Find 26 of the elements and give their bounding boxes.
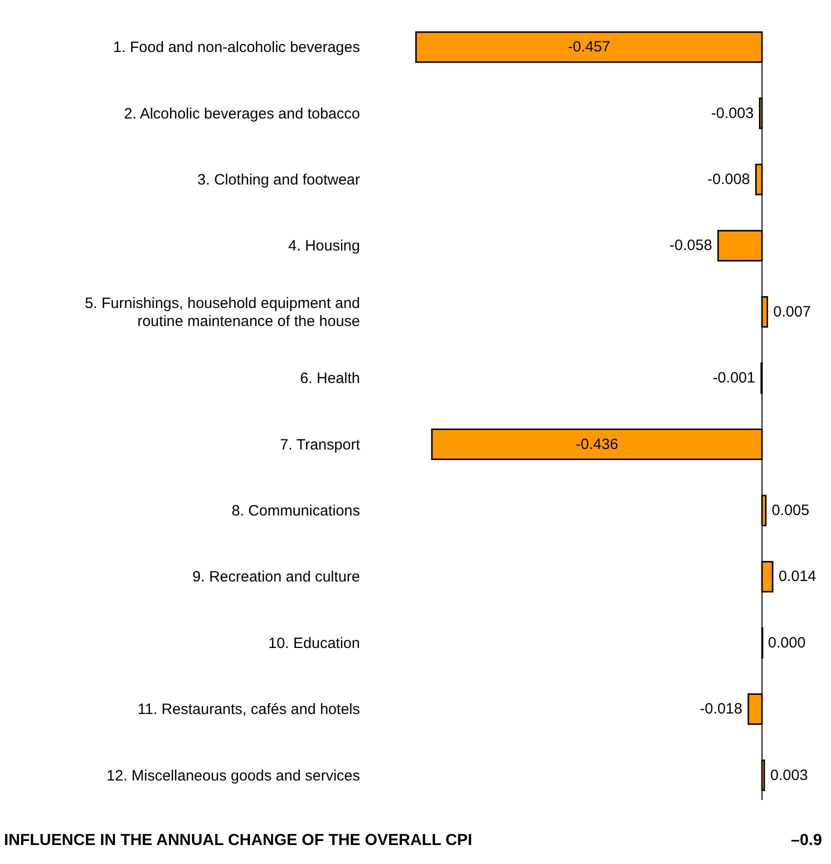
y-tick-label: 12. Miscellaneous goods and services [106,766,360,784]
y-tick-label: 8. Communications [232,502,360,519]
data-label: 0.005 [772,502,810,519]
text: INFLUENCE IN THE ANNUAL CHANGE OF THE OVERALL CPI [4,832,472,849]
y-tick-label: 7. Transport [280,436,361,453]
data-label: 0.000 [768,634,806,652]
y-tick-label: 3. Clothing and footwear [197,171,360,188]
data-label: -0.058 [670,237,712,254]
text: –0.9 [790,832,822,849]
data-label: -0.457 [568,38,610,56]
y-tick-label: 6. Health [300,370,360,387]
y-tick-label: 9. Recreation and culture [192,568,360,586]
y-tick-label: 1. Food and non-alcoholic beverages [113,38,360,56]
data-label: -0.436 [576,436,618,453]
data-label: -0.001 [712,370,756,387]
y-tick-label: 11. Restaurants, cafés and hotels [138,700,360,718]
data-label: -0.008 [707,171,750,188]
data-label: -0.003 [711,104,754,122]
data-label: 0.014 [778,568,816,586]
y-tick-label: 4. Housing [288,237,360,254]
data-label: 0.003 [770,766,808,784]
y-tick-label: 2. Alcoholic beverages and tobacco [124,104,360,122]
y-tick-label: 5. Furnishings, household equipment and routine maintenance of the house [84,294,360,330]
data-label: 0.007 [773,303,811,320]
y-tick-label: 10. Education [268,634,360,652]
data-label: -0.018 [700,700,742,718]
